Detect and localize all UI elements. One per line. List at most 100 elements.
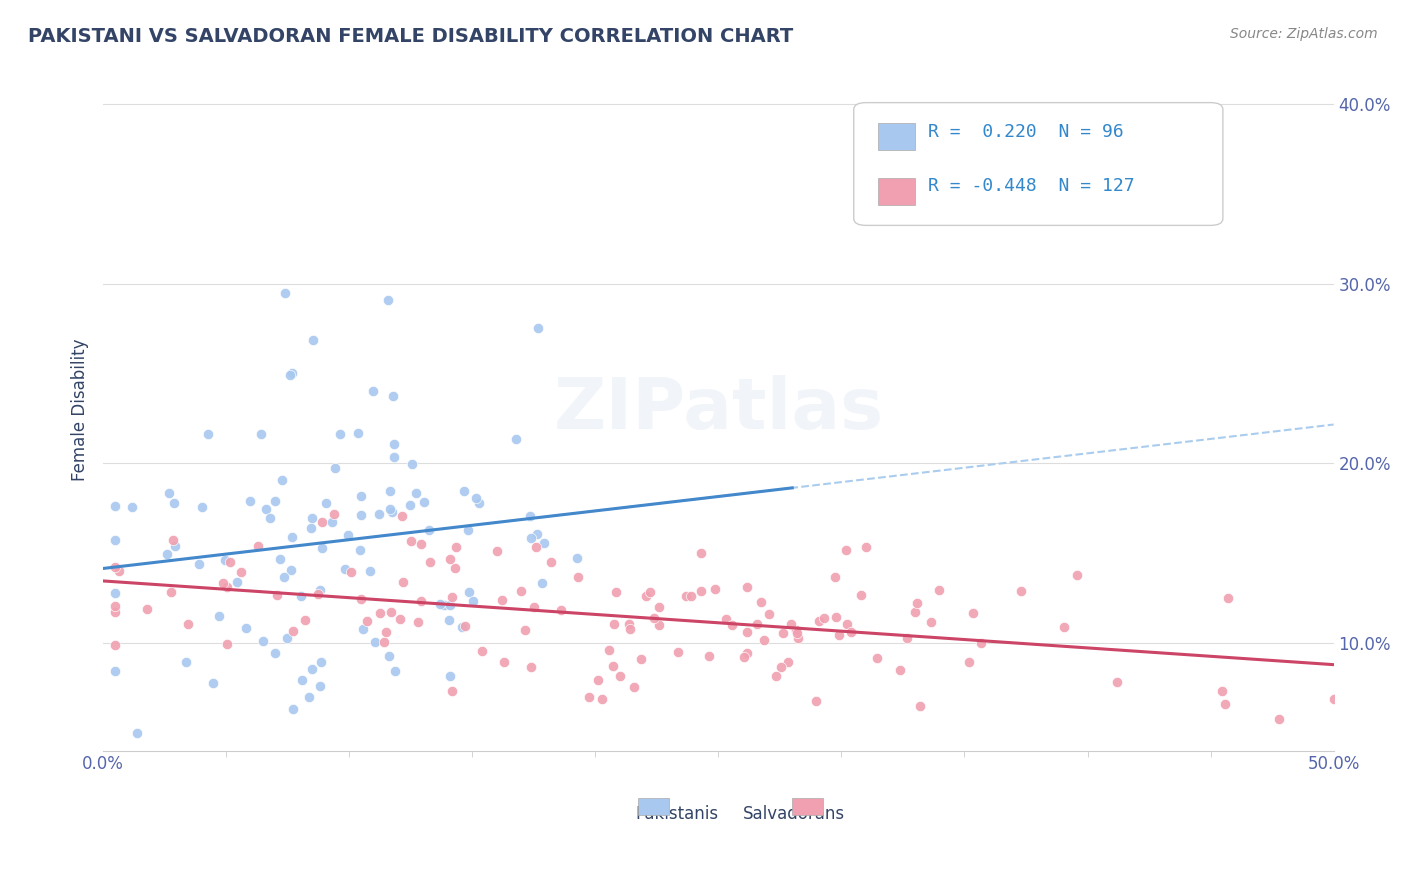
Text: Pakistanis: Pakistanis (636, 805, 718, 823)
Pakistanis (352, 622, 374, 636)
Salvadorans (218, 556, 240, 570)
Pakistanis (302, 333, 325, 347)
Salvadorans (454, 619, 477, 633)
Text: R = -0.448  N = 127: R = -0.448 N = 127 (928, 178, 1135, 195)
Salvadorans (1105, 675, 1128, 690)
Pakistanis (451, 620, 474, 634)
Pakistanis (333, 561, 356, 575)
Salvadorans (108, 564, 131, 578)
Salvadorans (598, 643, 620, 657)
Pakistanis (323, 461, 346, 475)
Salvadorans (215, 637, 238, 651)
Salvadorans (515, 623, 537, 637)
Pakistanis (505, 432, 527, 446)
Pakistanis (301, 662, 323, 676)
Salvadorans (849, 588, 872, 602)
Pakistanis (309, 582, 332, 597)
Salvadorans (520, 660, 543, 674)
Salvadorans (804, 694, 827, 708)
Salvadorans (406, 615, 429, 629)
Salvadorans (591, 692, 613, 706)
Salvadorans (697, 649, 720, 664)
Pakistanis (165, 539, 187, 553)
Pakistanis (439, 668, 461, 682)
Salvadorans (609, 668, 631, 682)
Pakistanis (401, 457, 423, 471)
Salvadorans (523, 600, 546, 615)
Salvadorans (720, 618, 742, 632)
Salvadorans (703, 582, 725, 596)
Salvadorans (920, 615, 942, 630)
Salvadorans (643, 611, 665, 625)
Pakistanis (311, 655, 333, 669)
Pakistanis (291, 673, 314, 687)
Pakistanis (519, 508, 541, 523)
Salvadorans (540, 555, 562, 569)
Pakistanis (405, 486, 427, 500)
Salvadorans (266, 588, 288, 602)
Pakistanis (336, 528, 359, 542)
Salvadorans (160, 584, 183, 599)
Salvadorans (401, 534, 423, 549)
Pakistanis (271, 473, 294, 487)
Salvadorans (1323, 692, 1346, 706)
Salvadorans (491, 592, 513, 607)
Salvadorans (690, 584, 713, 599)
Salvadorans (813, 611, 835, 625)
Salvadorans (716, 612, 738, 626)
Salvadorans (605, 585, 627, 599)
Pakistanis (526, 526, 548, 541)
Salvadorans (104, 560, 127, 574)
Salvadorans (409, 537, 432, 551)
Pakistanis (346, 425, 368, 440)
Salvadorans (444, 541, 467, 555)
Salvadorans (889, 664, 911, 678)
FancyBboxPatch shape (853, 103, 1223, 226)
Pakistanis (264, 646, 287, 660)
Salvadorans (808, 615, 831, 629)
Pakistanis (174, 655, 197, 669)
Pakistanis (298, 690, 321, 705)
Salvadorans (733, 650, 755, 665)
Pakistanis (235, 621, 257, 635)
Salvadorans (735, 580, 758, 594)
Salvadorans (444, 561, 467, 575)
Salvadorans (419, 555, 441, 569)
Text: R =  0.220  N = 96: R = 0.220 N = 96 (928, 123, 1123, 141)
Pakistanis (368, 507, 391, 521)
Salvadorans (681, 589, 703, 603)
Pakistanis (163, 496, 186, 510)
Pakistanis (461, 594, 484, 608)
Salvadorans (630, 652, 652, 666)
Pakistanis (281, 366, 304, 380)
Salvadorans (229, 565, 252, 579)
Pakistanis (315, 495, 337, 509)
Pakistanis (429, 597, 451, 611)
Salvadorans (623, 680, 645, 694)
Salvadorans (824, 570, 846, 584)
Pakistanis (104, 664, 127, 678)
Salvadorans (689, 546, 711, 560)
Salvadorans (411, 594, 433, 608)
Pakistanis (565, 551, 588, 566)
Pakistanis (208, 608, 231, 623)
Salvadorans (104, 599, 127, 614)
FancyBboxPatch shape (638, 798, 669, 815)
Pakistanis (254, 501, 277, 516)
Pakistanis (359, 565, 381, 579)
Salvadorans (307, 587, 329, 601)
FancyBboxPatch shape (792, 798, 823, 815)
Pakistanis (527, 321, 550, 335)
Salvadorans (162, 533, 184, 547)
Salvadorans (1268, 712, 1291, 726)
Salvadorans (1213, 697, 1236, 711)
Salvadorans (745, 616, 768, 631)
Salvadorans (824, 610, 846, 624)
Salvadorans (787, 632, 810, 646)
Pakistanis (349, 542, 371, 557)
Pakistanis (433, 598, 456, 612)
Pakistanis (269, 552, 291, 566)
Salvadorans (492, 655, 515, 669)
FancyBboxPatch shape (879, 178, 915, 205)
Text: ZIPatlas: ZIPatlas (554, 375, 883, 444)
